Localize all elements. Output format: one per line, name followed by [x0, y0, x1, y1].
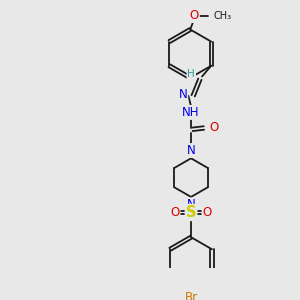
Text: N: N — [178, 88, 187, 101]
Text: NH: NH — [182, 106, 200, 119]
Text: S: S — [186, 205, 196, 220]
Text: O: O — [190, 9, 199, 22]
Text: N: N — [187, 144, 195, 157]
Text: Br: Br — [184, 291, 198, 300]
Text: O: O — [209, 122, 218, 134]
Text: O: O — [170, 206, 180, 219]
Text: H: H — [188, 69, 195, 79]
Text: O: O — [202, 206, 212, 219]
Text: CH₃: CH₃ — [213, 11, 231, 21]
Text: N: N — [187, 198, 195, 211]
